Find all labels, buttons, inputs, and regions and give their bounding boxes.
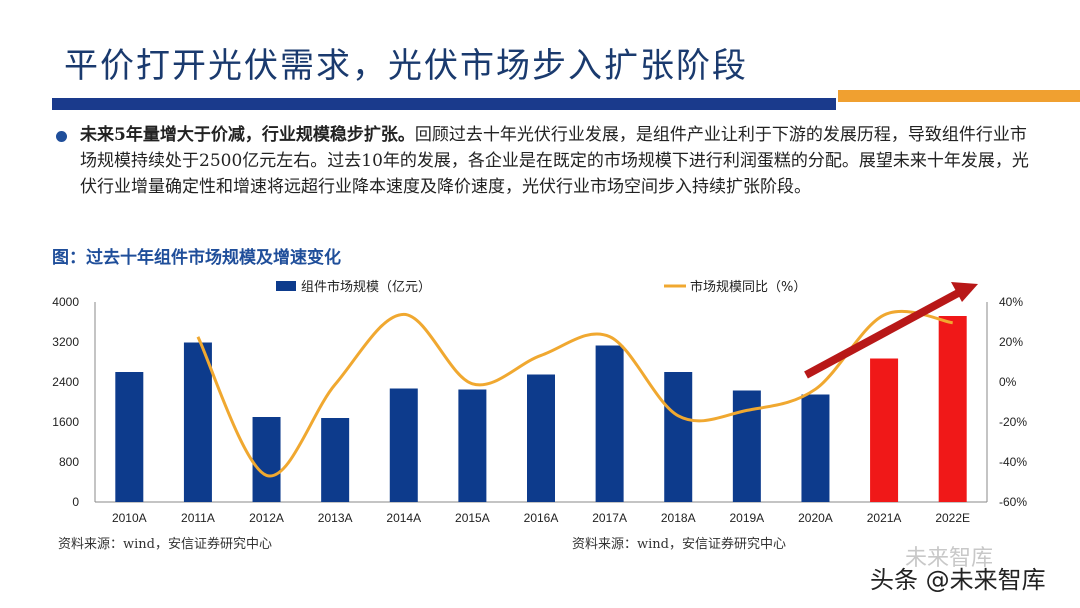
bullet-body: 回顾过去十年光伏行业发展，是组件产业让利于下游的发展历程，导致组件行业市场规模持… bbox=[80, 125, 1029, 197]
trend-arrow-shaft bbox=[804, 288, 962, 379]
legend-bar-label: 组件市场规模（亿元） bbox=[301, 279, 431, 295]
y-left-tick-label: 0 bbox=[72, 495, 79, 509]
x-tick-label: 2015A bbox=[455, 511, 490, 525]
x-tick-label: 2018A bbox=[661, 511, 696, 525]
x-tick-label: 2019A bbox=[729, 511, 764, 525]
bullet-paragraph: 未来5年量增大于价减，行业规模稳步扩张。回顾过去十年光伏行业发展，是组件产业让利… bbox=[80, 122, 1030, 200]
y-left-tick-label: 3200 bbox=[52, 335, 79, 349]
figure-title: 图：过去十年组件市场规模及增速变化 bbox=[52, 248, 341, 268]
x-tick-label: 2022E bbox=[935, 511, 970, 525]
x-tick-label: 2016A bbox=[524, 511, 559, 525]
title-underline-orange bbox=[838, 90, 1080, 102]
y-right-tick-label: -40% bbox=[999, 455, 1027, 469]
trend-arrow-head bbox=[951, 282, 978, 302]
y-right-tick-label: -20% bbox=[999, 415, 1027, 429]
x-tick-label: 2014A bbox=[386, 511, 421, 525]
legend-line-label: 市场规模同比（%） bbox=[690, 279, 806, 295]
bar bbox=[321, 418, 350, 502]
slide-title: 平价打开光伏需求，光伏市场步入扩张阶段 bbox=[64, 46, 748, 86]
bar bbox=[801, 394, 830, 502]
bar bbox=[664, 372, 693, 502]
title-underline-blue bbox=[52, 98, 836, 110]
bar bbox=[527, 374, 555, 502]
watermark: 头条 @未来智库 bbox=[870, 566, 1046, 594]
bar bbox=[183, 342, 212, 502]
x-tick-label: 2011A bbox=[181, 511, 215, 525]
bullet-icon bbox=[56, 131, 67, 142]
source-note-left: 资料来源：wind，安信证券研究中心 bbox=[58, 537, 272, 552]
y-left-tick-label: 1600 bbox=[52, 415, 79, 429]
x-tick-label: 2013A bbox=[318, 511, 353, 525]
y-right-tick-label: 0% bbox=[999, 375, 1017, 389]
x-tick-label: 2012A bbox=[249, 511, 284, 525]
y-left-tick-label: 800 bbox=[59, 455, 79, 469]
x-tick-label: 2017A bbox=[592, 511, 627, 525]
legend-bar-swatch bbox=[276, 281, 296, 291]
y-right-tick-label: 40% bbox=[999, 295, 1023, 309]
bar bbox=[595, 345, 624, 502]
x-tick-label: 2010A bbox=[112, 511, 147, 525]
bar bbox=[252, 417, 281, 502]
bar bbox=[115, 372, 144, 502]
bar bbox=[458, 389, 487, 502]
watermark-faint: 未来智库 bbox=[905, 546, 994, 571]
bar bbox=[389, 388, 418, 502]
bullet-lead: 未来5年量增大于价减，行业规模稳步扩张。 bbox=[80, 125, 415, 145]
y-right-tick-label: 20% bbox=[999, 335, 1023, 349]
y-left-tick-label: 4000 bbox=[52, 295, 79, 309]
growth-rate-line bbox=[196, 309, 953, 478]
source-note-right: 资料来源：wind，安信证券研究中心 bbox=[572, 537, 786, 552]
bar bbox=[938, 316, 967, 502]
bar bbox=[870, 358, 899, 502]
x-tick-label: 2020A bbox=[798, 511, 833, 525]
x-tick-label: 2021A bbox=[867, 511, 902, 525]
y-left-tick-label: 2400 bbox=[52, 375, 79, 389]
y-right-tick-label: -60% bbox=[999, 495, 1027, 509]
